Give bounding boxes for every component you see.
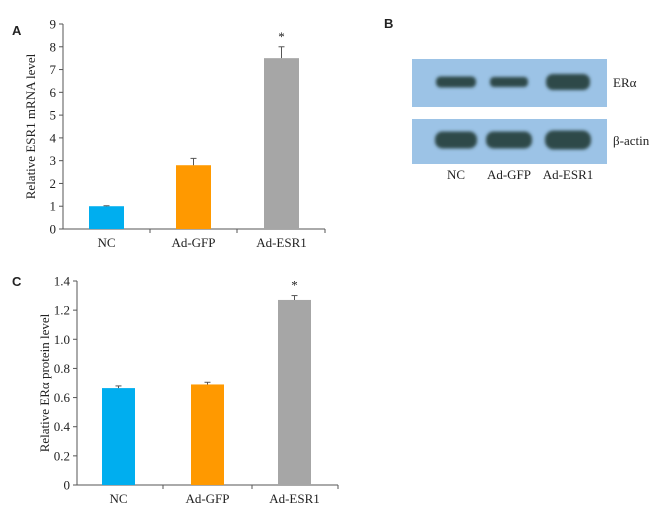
- y-tick-label: 6: [50, 85, 57, 100]
- blot-lane-label: Ad-GFP: [487, 167, 531, 182]
- chart-a: 0 1 2 3 4 5 6 7 8 9 NC Ad-GFP * Ad-ESR1 Relative ESR1 …: [23, 17, 326, 250]
- y-tick-label: 0.6: [54, 390, 71, 405]
- x-tick-label: Ad-GFP: [185, 491, 229, 506]
- blot-band: [486, 131, 532, 149]
- y-tick-label: 0: [50, 222, 57, 237]
- bar-nc: [89, 206, 124, 229]
- panel-label-c: C: [12, 274, 22, 289]
- western-blot: ERα β-actin NC Ad-GFP Ad-ESR1: [412, 59, 650, 182]
- bar-ad-esr1: [264, 58, 299, 229]
- blot-band: [435, 131, 477, 149]
- y-axis-label: Relative ERα protein level: [37, 313, 52, 452]
- y-tick-label: 3: [50, 153, 57, 168]
- panel-label-a: A: [12, 23, 22, 38]
- x-tick-label: Ad-ESR1: [269, 491, 320, 506]
- y-tick-label: 1.4: [54, 274, 71, 289]
- blot-row-label: ERα: [613, 75, 637, 90]
- y-tick-label: 1.0: [54, 332, 70, 347]
- x-tick-label: Ad-ESR1: [256, 235, 307, 250]
- x-tick-label: Ad-GFP: [171, 235, 215, 250]
- blot-band: [546, 74, 590, 90]
- y-tick-label: 2: [50, 176, 57, 191]
- blot-band: [490, 77, 528, 87]
- chart-c: 0 0.2 0.4 0.6 0.8 1.0 1.2 1.4 NC Ad-GFP * Ad-ESR1 Re…: [37, 274, 339, 506]
- y-tick-label: 1: [50, 199, 57, 214]
- x-tick-label: NC: [97, 235, 115, 250]
- y-tick-label: 5: [50, 108, 57, 123]
- significance-marker: *: [278, 29, 285, 44]
- y-tick-label: 0.2: [54, 448, 70, 463]
- blot-lane-label: Ad-ESR1: [543, 167, 594, 182]
- bar-nc: [102, 388, 135, 485]
- y-tick-label: 0.4: [54, 419, 71, 434]
- y-tick-label: 7: [50, 62, 57, 77]
- significance-marker: *: [291, 278, 298, 293]
- bar-ad-gfp: [191, 384, 224, 485]
- blot-row-label: β-actin: [613, 133, 650, 148]
- blot-band: [436, 76, 476, 88]
- bar-ad-esr1: [278, 299, 311, 485]
- y-tick-label: 4: [50, 130, 57, 145]
- blot-lane-label: NC: [447, 167, 465, 182]
- y-tick-label: 9: [50, 17, 57, 32]
- y-tick-label: 8: [50, 39, 57, 54]
- y-axis-label: Relative ESR1 mRNA level: [23, 53, 38, 199]
- panel-label-b: B: [384, 16, 393, 31]
- blot-band: [545, 130, 591, 150]
- y-tick-label: 0: [64, 478, 71, 493]
- bar-ad-gfp: [176, 165, 211, 229]
- x-tick-label: NC: [109, 491, 127, 506]
- y-tick-label: 0.8: [54, 361, 70, 376]
- y-tick-label: 1.2: [54, 303, 70, 318]
